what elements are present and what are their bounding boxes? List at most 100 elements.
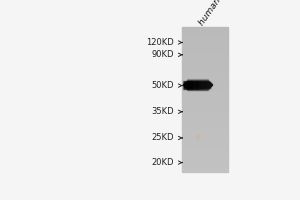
Text: 50KD: 50KD xyxy=(151,81,173,90)
Bar xyxy=(182,134,228,136)
Bar xyxy=(182,148,228,150)
Bar xyxy=(182,154,228,156)
Bar xyxy=(182,125,228,127)
Bar xyxy=(182,89,228,90)
Bar xyxy=(183,81,184,89)
Bar xyxy=(185,82,210,83)
Bar xyxy=(182,147,228,148)
Bar xyxy=(182,40,228,42)
Bar xyxy=(182,67,228,69)
Bar xyxy=(182,29,228,31)
Text: 25KD: 25KD xyxy=(151,133,173,142)
Bar xyxy=(182,136,228,137)
Bar xyxy=(189,81,190,89)
Bar xyxy=(211,81,212,89)
Text: 35KD: 35KD xyxy=(151,107,173,116)
Bar xyxy=(182,60,228,61)
Bar xyxy=(182,36,228,38)
Bar xyxy=(182,78,228,80)
Bar xyxy=(196,81,197,89)
Bar xyxy=(184,83,211,84)
Bar xyxy=(182,27,228,29)
Bar xyxy=(182,54,228,56)
Bar xyxy=(182,156,228,157)
Bar xyxy=(182,38,228,40)
Bar xyxy=(182,118,228,119)
Bar xyxy=(182,96,228,98)
Bar xyxy=(184,81,185,89)
Bar xyxy=(182,163,228,165)
Bar xyxy=(182,99,228,101)
Bar xyxy=(182,132,228,134)
Bar xyxy=(182,145,228,147)
Bar xyxy=(182,52,228,54)
Bar xyxy=(185,81,187,89)
Bar xyxy=(182,105,228,107)
Bar xyxy=(184,86,210,87)
Bar xyxy=(182,143,228,145)
Bar xyxy=(182,43,228,45)
Bar xyxy=(182,107,228,109)
Bar xyxy=(182,123,228,125)
Bar xyxy=(182,51,228,52)
Bar xyxy=(182,114,228,116)
Bar xyxy=(182,58,228,60)
Bar xyxy=(182,110,228,112)
Bar xyxy=(182,69,228,71)
Bar xyxy=(182,116,228,118)
Bar xyxy=(197,81,198,89)
Bar xyxy=(182,103,228,105)
Bar xyxy=(182,81,228,83)
Text: 20KD: 20KD xyxy=(151,158,173,167)
Bar xyxy=(182,109,228,110)
Bar xyxy=(200,81,202,89)
Bar xyxy=(187,81,188,89)
Bar xyxy=(182,42,228,43)
Bar xyxy=(182,137,228,139)
Bar xyxy=(182,34,228,36)
Bar xyxy=(182,61,228,63)
Bar xyxy=(182,83,228,85)
Bar xyxy=(182,71,228,72)
Bar xyxy=(182,157,228,159)
Bar xyxy=(182,47,228,49)
Bar xyxy=(182,159,228,161)
Bar xyxy=(199,81,200,89)
Ellipse shape xyxy=(196,135,199,139)
Bar xyxy=(182,152,228,154)
Bar xyxy=(182,165,228,166)
Bar xyxy=(187,80,208,81)
Bar xyxy=(182,130,228,132)
Bar xyxy=(206,81,207,89)
Bar xyxy=(187,79,208,80)
Bar xyxy=(182,63,228,65)
Bar xyxy=(195,81,196,89)
Bar xyxy=(184,85,211,86)
Bar xyxy=(182,80,228,81)
Bar xyxy=(182,87,228,89)
Bar xyxy=(182,121,228,123)
Bar xyxy=(198,81,199,89)
Bar xyxy=(182,166,228,168)
Bar xyxy=(182,101,228,103)
Bar xyxy=(207,81,208,89)
Bar xyxy=(205,81,206,89)
Bar xyxy=(182,31,228,33)
Bar xyxy=(182,161,228,163)
Text: human serum: human serum xyxy=(197,0,241,27)
Bar xyxy=(182,72,228,74)
Bar xyxy=(186,81,209,82)
Bar xyxy=(210,81,211,89)
Bar xyxy=(183,84,212,85)
Bar xyxy=(182,85,228,87)
Bar xyxy=(187,89,208,90)
Bar xyxy=(182,65,228,67)
Bar xyxy=(190,81,191,89)
Bar xyxy=(182,33,228,34)
Bar xyxy=(182,168,228,170)
Bar xyxy=(186,88,209,89)
Bar xyxy=(182,56,228,58)
Bar xyxy=(182,141,228,143)
Bar xyxy=(204,81,205,89)
Bar xyxy=(182,119,228,121)
